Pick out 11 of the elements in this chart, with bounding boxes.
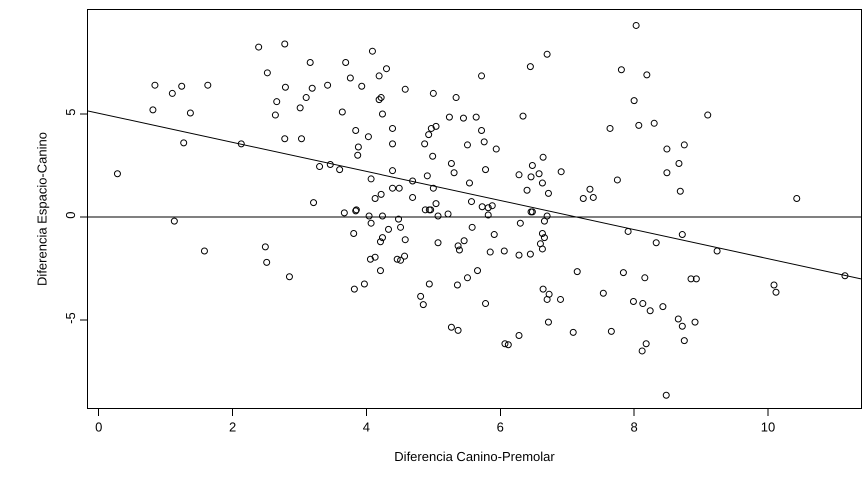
x-tick-label: 0	[95, 420, 102, 435]
y-tick-label: -5	[62, 312, 78, 324]
y-tick-label: 5	[62, 108, 78, 116]
x-tick-label: 6	[496, 420, 504, 435]
y-axis-title: Diferencia Espacio-Canino	[34, 132, 50, 286]
x-axis-title: Diferencia Canino-Premolar	[394, 449, 556, 464]
x-tick-label: 4	[362, 420, 370, 435]
y-tick-label: 0	[62, 211, 78, 219]
x-tick-label: 8	[630, 420, 638, 435]
x-tick-label: 10	[760, 420, 776, 435]
x-tick-label: 2	[228, 420, 236, 435]
